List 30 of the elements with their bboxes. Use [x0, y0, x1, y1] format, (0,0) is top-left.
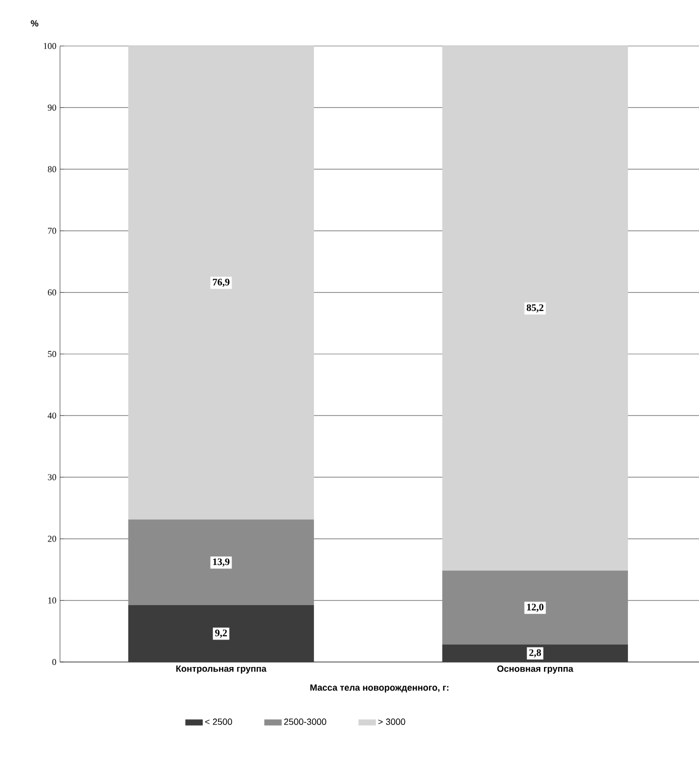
y-tick-label: 90 [48, 104, 56, 111]
y-tick-label: 80 [48, 166, 56, 172]
y-tick-label: 100 [44, 42, 56, 50]
data-label: 13,9 [213, 558, 230, 567]
y-tick-label: 70 [48, 228, 56, 234]
y-tick-label: 40 [48, 412, 56, 419]
data-label: 9,2 [215, 630, 227, 638]
y-tick-label: 30 [48, 474, 56, 480]
legend-label: > 3000 [378, 718, 406, 725]
legend-label: < 2500 [205, 718, 232, 725]
x-axis-title: Масса тела новорожденного, г: [310, 684, 448, 692]
x-tick-label: Основная группа [497, 666, 574, 674]
y-tick-label: 0 [52, 658, 56, 666]
bar [442, 46, 628, 572]
legend-label: 2500-3000 [284, 718, 326, 725]
y-tick-label: 60 [48, 289, 56, 296]
y-tick-label: 50 [48, 350, 56, 358]
bar [442, 570, 628, 645]
bar [128, 46, 314, 520]
data-label: 76,9 [212, 278, 230, 287]
y-tick-label: 20 [48, 536, 56, 542]
data-label: 2,8 [529, 649, 541, 658]
data-label: 12,0 [527, 604, 544, 612]
y-axis-title: % [30, 20, 38, 27]
bar [442, 644, 628, 662]
bar [128, 520, 314, 606]
data-label: 85,2 [526, 304, 544, 312]
y-tick-label: 10 [48, 597, 56, 604]
bar [128, 605, 314, 662]
x-tick-label: Контрольная группа [176, 666, 267, 674]
